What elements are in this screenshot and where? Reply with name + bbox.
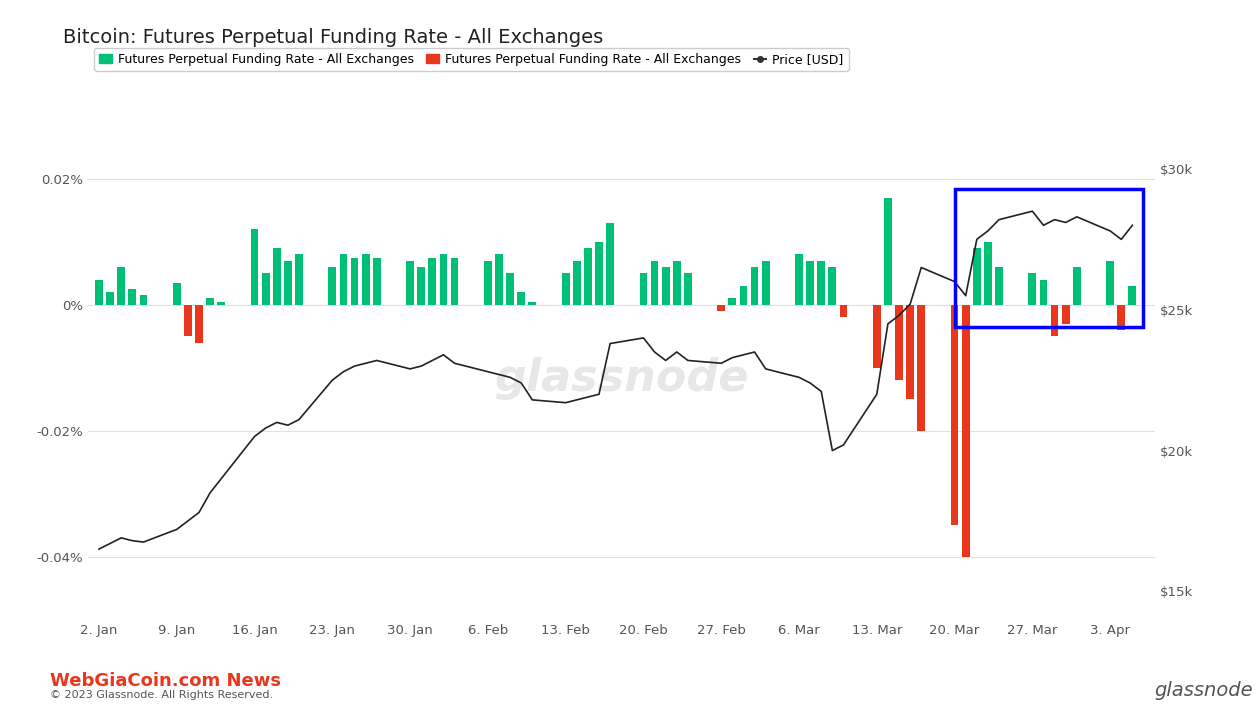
Bar xyxy=(595,242,602,305)
Bar xyxy=(951,305,959,525)
Bar xyxy=(350,258,359,305)
Bar xyxy=(840,305,847,318)
Bar xyxy=(128,289,137,305)
Bar xyxy=(1050,305,1058,337)
Text: © 2023 Glassnode. All Rights Reserved.: © 2023 Glassnode. All Rights Reserved. xyxy=(50,691,274,700)
Bar xyxy=(117,267,126,305)
Text: glassnode: glassnode xyxy=(1155,681,1254,700)
Bar xyxy=(329,267,336,305)
Bar xyxy=(562,273,570,305)
Bar xyxy=(1128,286,1136,305)
Bar xyxy=(606,223,614,305)
Text: Bitcoin: Futures Perpetual Funding Rate - All Exchanges: Bitcoin: Futures Perpetual Funding Rate … xyxy=(63,28,602,47)
Bar xyxy=(506,273,515,305)
Bar xyxy=(206,298,213,305)
Bar xyxy=(217,301,225,305)
Bar xyxy=(1073,267,1081,305)
Bar xyxy=(373,258,380,305)
Bar xyxy=(184,305,192,337)
Text: glassnode: glassnode xyxy=(494,357,748,401)
Text: WebGiaCoin.com News: WebGiaCoin.com News xyxy=(50,672,281,690)
Bar xyxy=(1062,305,1069,324)
Bar xyxy=(195,305,203,343)
Bar xyxy=(451,258,458,305)
Bar xyxy=(728,298,737,305)
Bar xyxy=(718,305,725,311)
Bar xyxy=(407,260,414,305)
Bar xyxy=(828,267,836,305)
Bar xyxy=(796,254,803,305)
Bar xyxy=(340,254,348,305)
Bar xyxy=(262,273,270,305)
Bar xyxy=(1117,305,1126,330)
Bar xyxy=(1106,260,1114,305)
Bar xyxy=(895,305,902,380)
Bar xyxy=(95,279,103,305)
Bar xyxy=(973,248,980,305)
Bar xyxy=(640,273,648,305)
Bar xyxy=(139,296,147,305)
Bar xyxy=(661,267,670,305)
Bar xyxy=(817,260,825,305)
Bar xyxy=(1029,273,1037,305)
Bar xyxy=(762,260,769,305)
Bar xyxy=(750,267,758,305)
Bar xyxy=(650,260,659,305)
Bar xyxy=(272,248,281,305)
Bar xyxy=(517,292,525,305)
Legend: Futures Perpetual Funding Rate - All Exchanges, Futures Perpetual Funding Rate -: Futures Perpetual Funding Rate - All Exc… xyxy=(94,48,848,71)
Bar xyxy=(584,248,592,305)
Bar xyxy=(572,260,581,305)
Bar xyxy=(484,260,492,305)
Bar xyxy=(428,258,437,305)
Bar xyxy=(873,305,881,367)
Bar xyxy=(439,254,447,305)
Bar xyxy=(906,305,914,399)
Bar xyxy=(284,260,291,305)
Bar xyxy=(173,283,181,305)
Bar xyxy=(496,254,503,305)
Bar xyxy=(528,301,536,305)
Bar xyxy=(806,260,814,305)
Bar xyxy=(107,292,114,305)
Bar xyxy=(684,273,692,305)
Bar xyxy=(673,260,680,305)
Bar xyxy=(884,198,892,305)
Bar xyxy=(984,242,991,305)
Bar xyxy=(251,230,259,305)
Bar xyxy=(295,254,302,305)
Bar xyxy=(1039,279,1048,305)
Bar xyxy=(361,254,369,305)
Bar xyxy=(961,305,970,557)
Bar xyxy=(917,305,925,431)
Bar xyxy=(995,267,1003,305)
Bar xyxy=(418,267,425,305)
Bar xyxy=(739,286,747,305)
